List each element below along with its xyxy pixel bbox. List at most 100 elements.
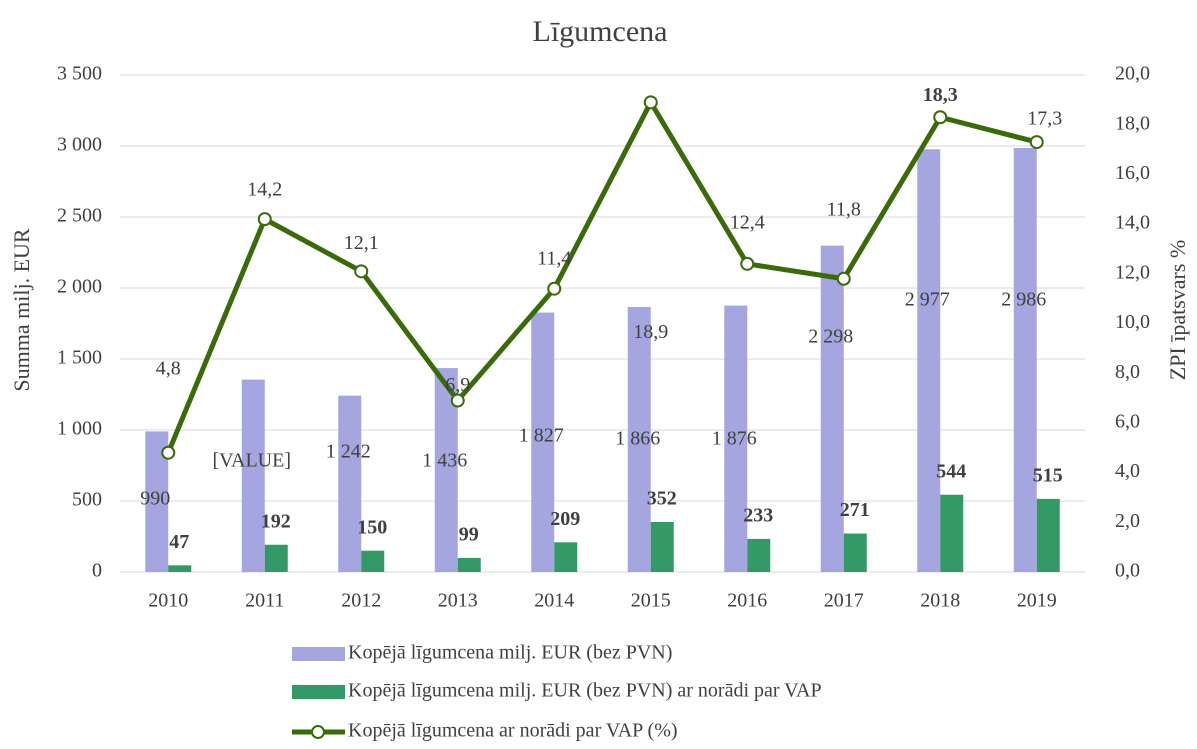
data-label: 1 866 bbox=[615, 428, 660, 450]
legend-label: Kopējā līgumcena milj. EUR (bez PVN) ar … bbox=[348, 680, 822, 702]
data-label: 99 bbox=[459, 524, 479, 546]
data-label: 544 bbox=[936, 460, 966, 482]
bar bbox=[724, 305, 748, 572]
y2-tick-label: 6,0 bbox=[1115, 410, 1140, 432]
data-label: 1 436 bbox=[422, 450, 467, 472]
y-tick-label: 2 500 bbox=[57, 205, 102, 227]
line-marker bbox=[933, 110, 948, 125]
line-marker bbox=[161, 445, 176, 460]
x-tick-label: 2017 bbox=[824, 590, 864, 612]
bar bbox=[747, 538, 771, 572]
bar bbox=[361, 550, 385, 572]
line-marker bbox=[450, 393, 465, 408]
bar bbox=[1013, 147, 1037, 572]
y2-axis-label: ZPI īpatsvars % bbox=[1165, 240, 1190, 381]
legend-swatch bbox=[292, 685, 345, 699]
y-tick-label: 500 bbox=[72, 489, 102, 511]
chart-title: Līgumcena bbox=[533, 15, 668, 48]
bar bbox=[627, 307, 651, 572]
y2-tick-label: 8,0 bbox=[1115, 361, 1140, 383]
line-marker bbox=[1029, 135, 1044, 150]
x-tick-label: 2014 bbox=[534, 590, 574, 612]
legend-swatch bbox=[311, 725, 325, 739]
data-label: 271 bbox=[840, 499, 870, 521]
data-label: 1 242 bbox=[326, 441, 371, 463]
data-label: 352 bbox=[647, 488, 677, 510]
y-axis-label: Summa milj. EUR bbox=[9, 228, 34, 392]
line-marker bbox=[643, 95, 658, 110]
y-tick-label: 1 500 bbox=[57, 347, 102, 369]
data-label: 2 298 bbox=[808, 326, 853, 348]
data-label: 1 876 bbox=[712, 428, 757, 450]
x-tick-label: 2015 bbox=[631, 590, 671, 612]
y2-tick-label: 18,0 bbox=[1115, 112, 1150, 134]
y-tick-label: 2 000 bbox=[57, 276, 102, 298]
data-label: 990 bbox=[140, 488, 170, 510]
bar bbox=[843, 533, 867, 572]
y-tick-label: 3 000 bbox=[57, 134, 102, 156]
data-label: 233 bbox=[743, 505, 773, 527]
data-label: 11,4 bbox=[537, 247, 571, 269]
y-tick-label: 1 000 bbox=[57, 418, 102, 440]
data-label: 150 bbox=[357, 516, 387, 538]
data-label: 515 bbox=[1033, 464, 1063, 486]
x-tick-label: 2019 bbox=[1017, 590, 1057, 612]
data-label: 12,1 bbox=[344, 232, 379, 254]
line-marker bbox=[257, 212, 272, 227]
bar bbox=[940, 494, 964, 572]
line-marker bbox=[547, 281, 562, 296]
data-label: 11,8 bbox=[827, 198, 861, 220]
y2-tick-label: 2,0 bbox=[1115, 510, 1140, 532]
bar bbox=[820, 245, 844, 572]
line-marker bbox=[836, 271, 851, 286]
x-tick-label: 2012 bbox=[341, 590, 381, 612]
data-label: 12,4 bbox=[730, 211, 765, 233]
y2-tick-label: 12,0 bbox=[1115, 261, 1150, 283]
data-label: 209 bbox=[550, 508, 580, 530]
bar bbox=[1036, 498, 1060, 572]
x-tick-label: 2016 bbox=[727, 590, 767, 612]
data-label: 2 986 bbox=[1001, 289, 1046, 311]
data-label: 6,9 bbox=[445, 374, 470, 396]
data-label: 192 bbox=[261, 510, 291, 532]
legend-label: Kopējā līgumcena milj. EUR (bez PVN) bbox=[348, 642, 672, 664]
x-tick-label: 2013 bbox=[438, 590, 478, 612]
line-marker bbox=[354, 264, 369, 279]
data-label: 18,9 bbox=[633, 321, 668, 343]
data-label: 18,3 bbox=[923, 84, 958, 106]
y2-tick-label: 16,0 bbox=[1115, 162, 1150, 184]
bar bbox=[917, 149, 941, 573]
y2-tick-label: 10,0 bbox=[1115, 311, 1150, 333]
data-label: 4,8 bbox=[156, 357, 181, 379]
bar bbox=[554, 542, 578, 572]
bar bbox=[145, 431, 169, 572]
data-label: 1 827 bbox=[519, 425, 564, 447]
bar bbox=[531, 312, 555, 572]
bar bbox=[650, 522, 674, 572]
x-tick-label: 2018 bbox=[920, 590, 960, 612]
bar bbox=[264, 544, 288, 572]
y2-tick-label: 0,0 bbox=[1115, 560, 1140, 582]
bar bbox=[457, 557, 481, 572]
line-marker bbox=[740, 256, 755, 271]
legend-swatch bbox=[292, 647, 345, 661]
y2-tick-label: 4,0 bbox=[1115, 460, 1140, 482]
y-tick-label: 0 bbox=[92, 560, 102, 582]
y-tick-label: 3 500 bbox=[57, 63, 102, 85]
bar bbox=[241, 379, 265, 572]
data-label: 2 977 bbox=[905, 289, 950, 311]
y2-tick-label: 20,0 bbox=[1115, 63, 1150, 85]
bar bbox=[434, 368, 458, 572]
x-tick-label: 2011 bbox=[245, 590, 284, 612]
x-tick-label: 2010 bbox=[148, 590, 188, 612]
line bbox=[165, 99, 1038, 454]
bar bbox=[338, 395, 362, 572]
legend-label: Kopējā līgumcena ar norādi par VAP (%) bbox=[348, 720, 678, 742]
data-label: [VALUE] bbox=[212, 450, 291, 472]
data-label: 17,3 bbox=[1027, 108, 1062, 130]
data-label: 14,2 bbox=[247, 179, 282, 201]
y2-tick-label: 14,0 bbox=[1115, 212, 1150, 234]
bar bbox=[168, 565, 192, 572]
data-label: 47 bbox=[169, 531, 189, 553]
